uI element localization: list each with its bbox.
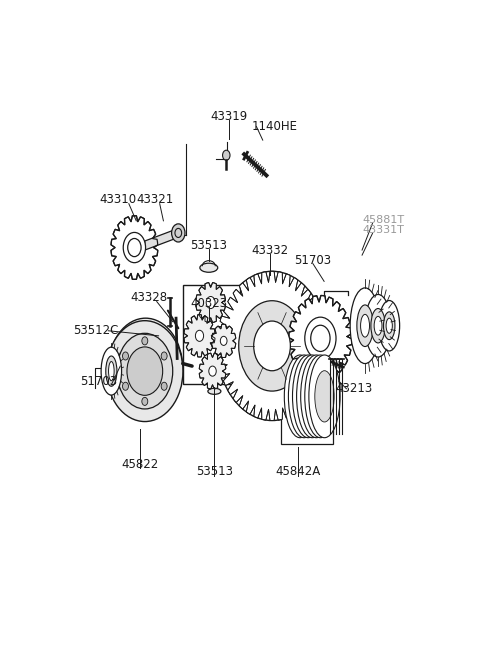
Circle shape <box>239 301 305 391</box>
Text: 43321: 43321 <box>136 193 173 206</box>
Text: 53513: 53513 <box>196 466 233 479</box>
Polygon shape <box>196 282 226 322</box>
Polygon shape <box>145 229 178 250</box>
Ellipse shape <box>288 355 320 438</box>
Ellipse shape <box>290 371 310 422</box>
Circle shape <box>195 330 204 341</box>
Text: 45881T: 45881T <box>362 215 405 225</box>
Circle shape <box>305 317 336 360</box>
Text: 51703: 51703 <box>294 253 332 267</box>
Circle shape <box>127 347 163 396</box>
Ellipse shape <box>374 316 382 335</box>
Circle shape <box>128 238 141 257</box>
Ellipse shape <box>108 362 114 381</box>
Ellipse shape <box>200 263 218 272</box>
Ellipse shape <box>300 355 332 438</box>
Ellipse shape <box>101 347 121 395</box>
Text: 40323: 40323 <box>190 297 228 310</box>
Circle shape <box>108 318 183 419</box>
Ellipse shape <box>307 371 326 422</box>
Ellipse shape <box>386 318 392 333</box>
Text: 43332: 43332 <box>252 244 289 257</box>
Ellipse shape <box>365 295 391 357</box>
Circle shape <box>117 333 173 409</box>
Ellipse shape <box>311 371 330 422</box>
Circle shape <box>254 321 290 371</box>
Ellipse shape <box>360 314 370 337</box>
Circle shape <box>223 150 230 160</box>
Ellipse shape <box>302 371 322 422</box>
Ellipse shape <box>357 305 373 346</box>
Ellipse shape <box>309 355 340 438</box>
Text: 43310: 43310 <box>99 193 136 206</box>
Circle shape <box>220 336 227 345</box>
Circle shape <box>161 383 167 390</box>
Text: 43319: 43319 <box>211 110 248 123</box>
Text: 1140HE: 1140HE <box>252 120 298 133</box>
Polygon shape <box>217 271 327 421</box>
Polygon shape <box>289 295 352 381</box>
Text: 45842A: 45842A <box>276 466 321 479</box>
Circle shape <box>172 224 185 242</box>
Circle shape <box>217 271 327 421</box>
Polygon shape <box>281 342 334 444</box>
Text: 43331T: 43331T <box>363 225 405 235</box>
Ellipse shape <box>299 371 318 422</box>
Text: 45822: 45822 <box>121 458 158 471</box>
Circle shape <box>123 233 145 263</box>
Text: 51703: 51703 <box>81 375 118 388</box>
Ellipse shape <box>294 371 314 422</box>
Ellipse shape <box>379 301 400 351</box>
Ellipse shape <box>107 321 183 422</box>
Polygon shape <box>212 324 236 358</box>
Polygon shape <box>199 353 226 389</box>
Circle shape <box>142 398 148 405</box>
Text: 53512C: 53512C <box>72 324 118 337</box>
Ellipse shape <box>371 309 385 343</box>
Circle shape <box>311 326 330 352</box>
Circle shape <box>122 383 129 390</box>
Ellipse shape <box>297 355 328 438</box>
Ellipse shape <box>384 312 395 339</box>
FancyBboxPatch shape <box>183 286 240 384</box>
Ellipse shape <box>305 355 336 438</box>
Text: 43213: 43213 <box>335 383 372 395</box>
Polygon shape <box>184 314 215 357</box>
Ellipse shape <box>208 388 221 394</box>
Text: 53513: 53513 <box>190 238 228 252</box>
Ellipse shape <box>350 288 380 364</box>
Ellipse shape <box>292 355 324 438</box>
Circle shape <box>161 352 167 360</box>
Circle shape <box>122 352 129 360</box>
Circle shape <box>142 337 148 345</box>
Text: 43328: 43328 <box>131 291 168 305</box>
Circle shape <box>206 297 215 309</box>
Ellipse shape <box>284 355 315 438</box>
Circle shape <box>209 366 216 376</box>
Ellipse shape <box>315 371 334 422</box>
Ellipse shape <box>106 356 117 386</box>
Polygon shape <box>111 215 158 279</box>
